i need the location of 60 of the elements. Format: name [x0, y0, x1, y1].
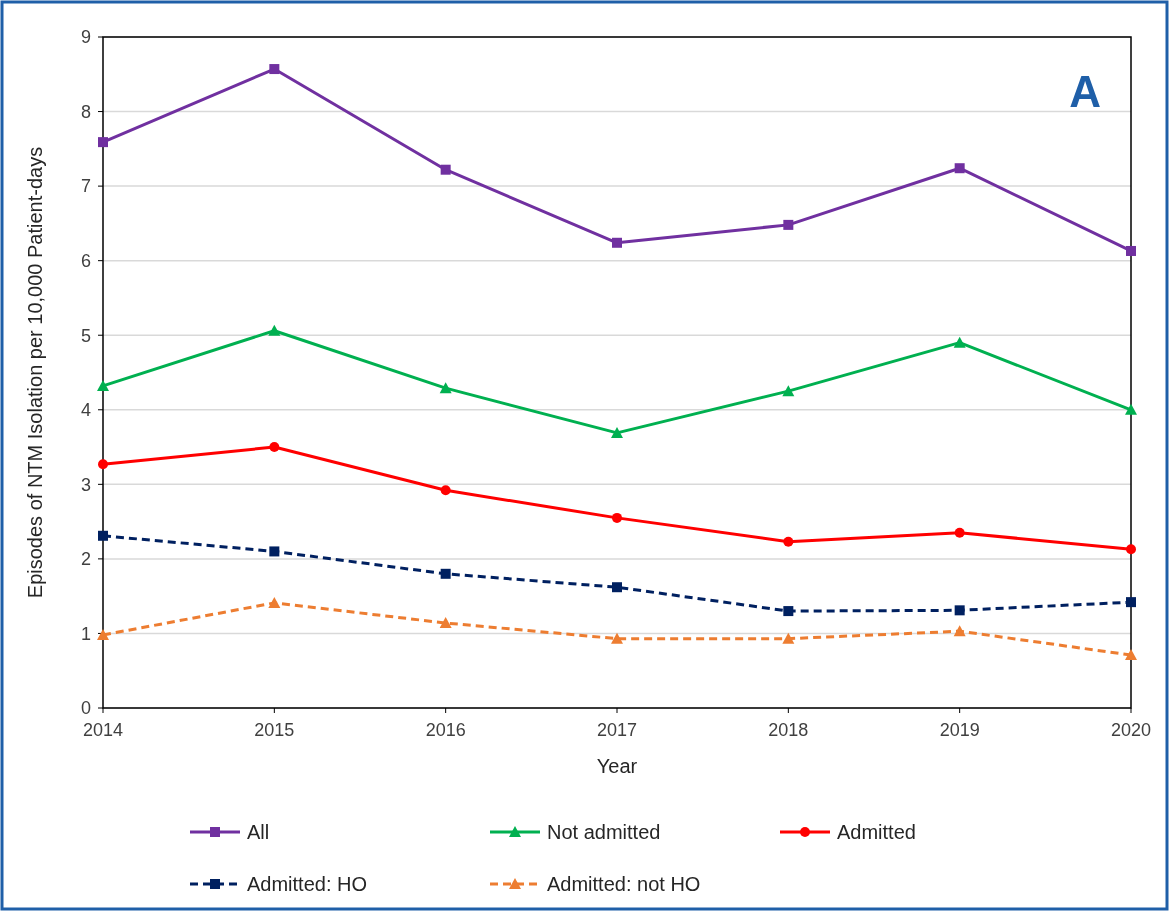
point: [269, 64, 280, 75]
point: [97, 628, 109, 640]
legend-label: Admitted: not HO: [547, 873, 701, 895]
x-tick-label: 2014: [82, 720, 124, 740]
point: [1125, 403, 1137, 415]
point: [782, 385, 795, 397]
point: [269, 546, 280, 557]
point: [268, 324, 281, 336]
point: [439, 382, 452, 394]
point: [269, 442, 280, 453]
y-tick-label: 4: [80, 400, 91, 421]
point: [1126, 544, 1136, 555]
point: [954, 527, 965, 538]
y-tick-label: 1: [80, 623, 91, 644]
point: [1126, 245, 1136, 256]
point: [954, 163, 965, 174]
point: [783, 606, 794, 617]
y-tick-label: 6: [80, 250, 91, 271]
y-tick-label: 5: [80, 325, 91, 346]
point: [612, 512, 622, 523]
x-tick-label: 2020: [1110, 720, 1152, 740]
y-tick-label: 8: [80, 101, 91, 122]
y-axis-title: Episodes of NTM Isolation per 10,000 Patient-days: [24, 146, 46, 599]
x-tick-label: 2016: [425, 720, 466, 740]
y-tick-label: 2: [80, 549, 91, 570]
point: [98, 530, 108, 541]
annotation: A: [1069, 67, 1101, 116]
point: [1125, 649, 1137, 661]
point: [97, 379, 109, 391]
point: [440, 164, 451, 175]
point: [782, 632, 795, 644]
y-tick-label: 0: [80, 698, 91, 719]
point: [98, 137, 108, 148]
legend-label: All: [247, 821, 270, 843]
point: [439, 617, 452, 629]
x-tick-label: 2019: [939, 720, 980, 740]
point: [612, 582, 622, 593]
y-tick-label: 3: [80, 474, 91, 495]
point: [783, 536, 794, 547]
point: [1126, 597, 1136, 608]
legend-label: Not admitted: [547, 821, 661, 843]
x-axis-title: Year: [596, 755, 638, 777]
legend-label: Admitted: [837, 821, 916, 843]
point: [268, 596, 281, 608]
x-tick-label: 2017: [596, 720, 638, 740]
point: [783, 219, 794, 230]
x-tick-label: 2015: [254, 720, 295, 740]
point: [98, 459, 108, 470]
point: [953, 625, 966, 637]
y-tick-label: 9: [80, 27, 91, 48]
point: [953, 336, 966, 348]
point: [611, 426, 623, 438]
y-tick-label: 7: [80, 176, 91, 197]
point: [954, 605, 965, 616]
point: [612, 237, 622, 248]
point: [611, 632, 623, 644]
x-tick-label: 2018: [768, 720, 809, 740]
point: [440, 568, 451, 579]
legend-label: Admitted: HO: [247, 873, 368, 895]
point: [440, 485, 451, 496]
